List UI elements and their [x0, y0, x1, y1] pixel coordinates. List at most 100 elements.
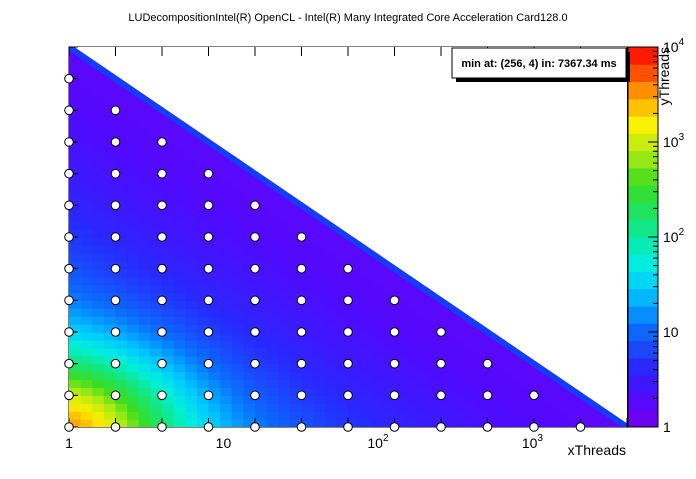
heatmap-cell: [289, 237, 303, 246]
heatmap-cell: [220, 189, 233, 199]
heatmap-cell: [371, 292, 384, 301]
heatmap-cell: [220, 332, 233, 341]
heatmap-cell: [92, 213, 105, 222]
heatmap-cell: [173, 244, 186, 254]
heatmap-cell: [115, 126, 128, 135]
heatmap-cell: [138, 363, 151, 373]
heatmap-cell: [103, 252, 117, 262]
heatmap-cell: [429, 324, 442, 333]
heatmap-cell: [441, 403, 454, 412]
heatmap-cell: [162, 355, 175, 365]
heatmap-cell: [348, 395, 361, 404]
heatmap-cell: [220, 284, 233, 294]
sample-point: [110, 327, 121, 337]
heatmap-cell: [266, 403, 279, 412]
heatmap-cell: [138, 276, 151, 286]
heatmap-cell: [301, 213, 314, 222]
heatmap-cell: [231, 252, 244, 262]
heatmap-cell: [162, 157, 175, 167]
sample-point: [110, 263, 121, 274]
heatmap-cell: [324, 324, 337, 333]
heatmap-cell: [452, 332, 465, 341]
heatmap-cell: [359, 324, 372, 333]
sample-point: [203, 168, 214, 179]
heatmap-cell: [301, 324, 314, 333]
heatmap-cell: [429, 332, 442, 341]
heatmap-cell: [92, 94, 105, 104]
heatmap-cell: [115, 134, 128, 143]
heatmap-cell: [359, 292, 372, 301]
heatmap-cell: [208, 229, 221, 238]
heatmap-cell: [278, 419, 291, 427]
heatmap-cell: [348, 339, 361, 349]
heatmap-cell: [289, 252, 303, 262]
heatmap-cell: [382, 355, 396, 365]
heatmap-cell: [417, 292, 430, 301]
heatmap-cell: [499, 387, 512, 396]
heatmap-cell: [336, 268, 349, 278]
heatmap-cell: [115, 339, 128, 349]
heatmap-cell: [103, 237, 117, 246]
sample-point: [296, 422, 307, 432]
heatmap-cell: [173, 189, 186, 199]
heatmap-cell: [487, 387, 500, 396]
heatmap-cell: [127, 260, 140, 270]
heatmap-cell: [138, 355, 151, 365]
heatmap-cell: [196, 189, 210, 199]
heatmap-cell: [69, 189, 82, 199]
heatmap-cell: [545, 379, 558, 389]
heatmap-cell: [208, 237, 221, 246]
heatmap-cell: [510, 411, 523, 420]
heatmap-cell: [80, 165, 93, 175]
heatmap-cell: [196, 237, 210, 246]
heatmap-cell: [324, 355, 337, 365]
heatmap-cell: [92, 403, 105, 412]
heatmap-cell: [243, 276, 256, 286]
heatmap-cell: [115, 403, 128, 412]
sample-point: [343, 358, 353, 369]
heatmap-cell: [138, 173, 151, 183]
heatmap-cell: [185, 252, 198, 262]
heatmap-cell: [103, 221, 117, 230]
heatmap-cell: [69, 371, 82, 381]
colorbar-band: [628, 288, 658, 307]
heatmap-cell: [417, 324, 430, 333]
heatmap-cell: [359, 371, 372, 381]
heatmap-cell: [196, 244, 210, 254]
heatmap-cell: [196, 332, 210, 341]
heatmap-cell: [138, 339, 151, 349]
heatmap-cell: [534, 379, 547, 389]
heatmap-cell: [313, 395, 326, 404]
heatmap-cell: [103, 181, 117, 191]
heatmap-cell: [243, 213, 256, 222]
heatmap-cell: [336, 260, 349, 270]
heatmap-cell: [313, 244, 326, 254]
diagonal-edge: [69, 47, 627, 427]
heatmap-cell: [185, 316, 198, 325]
heatmap-cell: [243, 355, 256, 365]
colorbar-band: [628, 357, 658, 376]
heatmap-cell: [348, 419, 361, 427]
heatmap-cell: [255, 244, 268, 254]
heatmap-cell: [220, 324, 233, 333]
heatmap-cell: [336, 395, 349, 404]
heatmap-cell: [266, 292, 279, 301]
heatmap-cell: [69, 237, 82, 246]
heatmap-cell: [603, 419, 616, 427]
heatmap-cell: [499, 379, 512, 389]
heatmap-cell: [92, 229, 105, 238]
x-tick-label-exponent: 2: [383, 433, 389, 444]
heatmap-cell: [150, 134, 163, 143]
heatmap-cell: [243, 229, 256, 238]
heatmap-cell: [348, 332, 361, 341]
heatmap-cell: [150, 244, 163, 254]
heatmap-cell: [138, 403, 151, 412]
heatmap-cell: [208, 252, 221, 262]
heatmap-cell: [592, 411, 605, 420]
heatmap-cell: [324, 300, 337, 309]
heatmap-cell: [336, 292, 349, 301]
heatmap-cell: [92, 221, 105, 230]
heatmap-cell: [150, 308, 163, 317]
heatmap-cell: [173, 292, 186, 301]
heatmap-cell: [278, 387, 291, 396]
